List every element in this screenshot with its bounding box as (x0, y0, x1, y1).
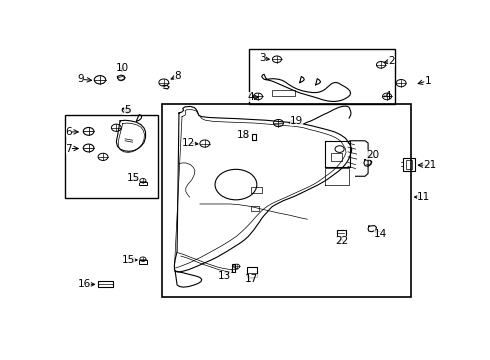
Text: 1: 1 (424, 76, 431, 86)
Text: 4: 4 (385, 91, 391, 102)
Text: 10: 10 (116, 63, 128, 73)
Text: 16: 16 (77, 279, 91, 289)
Bar (251, 187, 262, 193)
Bar (232, 264, 235, 272)
Text: 2: 2 (388, 56, 395, 66)
Bar (65, 115, 158, 198)
Bar (98, 281, 113, 287)
Text: 20: 20 (366, 150, 379, 161)
Text: 9: 9 (77, 74, 84, 84)
Text: 7: 7 (66, 144, 72, 153)
Bar (331, 153, 342, 161)
Bar (272, 90, 295, 96)
Text: 12: 12 (182, 138, 195, 148)
Bar (246, 267, 257, 276)
Bar (139, 182, 147, 185)
Bar (406, 160, 412, 169)
Text: 21: 21 (423, 160, 436, 170)
Bar (139, 260, 147, 264)
Text: 22: 22 (335, 235, 348, 246)
Text: 11: 11 (417, 192, 431, 202)
Text: 6: 6 (66, 127, 72, 137)
Bar (252, 134, 256, 140)
Bar (403, 158, 415, 171)
Text: 17: 17 (245, 274, 258, 284)
Text: 18: 18 (237, 130, 250, 140)
Text: 4: 4 (248, 92, 254, 102)
Text: 14: 14 (373, 229, 387, 239)
Text: 15: 15 (127, 173, 140, 183)
Text: 13: 13 (218, 271, 231, 281)
Text: 15: 15 (122, 255, 135, 265)
Bar (251, 206, 260, 211)
Bar (162, 104, 411, 297)
Text: 5: 5 (124, 105, 131, 115)
Bar (337, 230, 346, 236)
Text: 8: 8 (174, 72, 180, 81)
Text: 3: 3 (259, 53, 266, 63)
Bar (249, 49, 395, 104)
Text: 19: 19 (290, 116, 303, 126)
